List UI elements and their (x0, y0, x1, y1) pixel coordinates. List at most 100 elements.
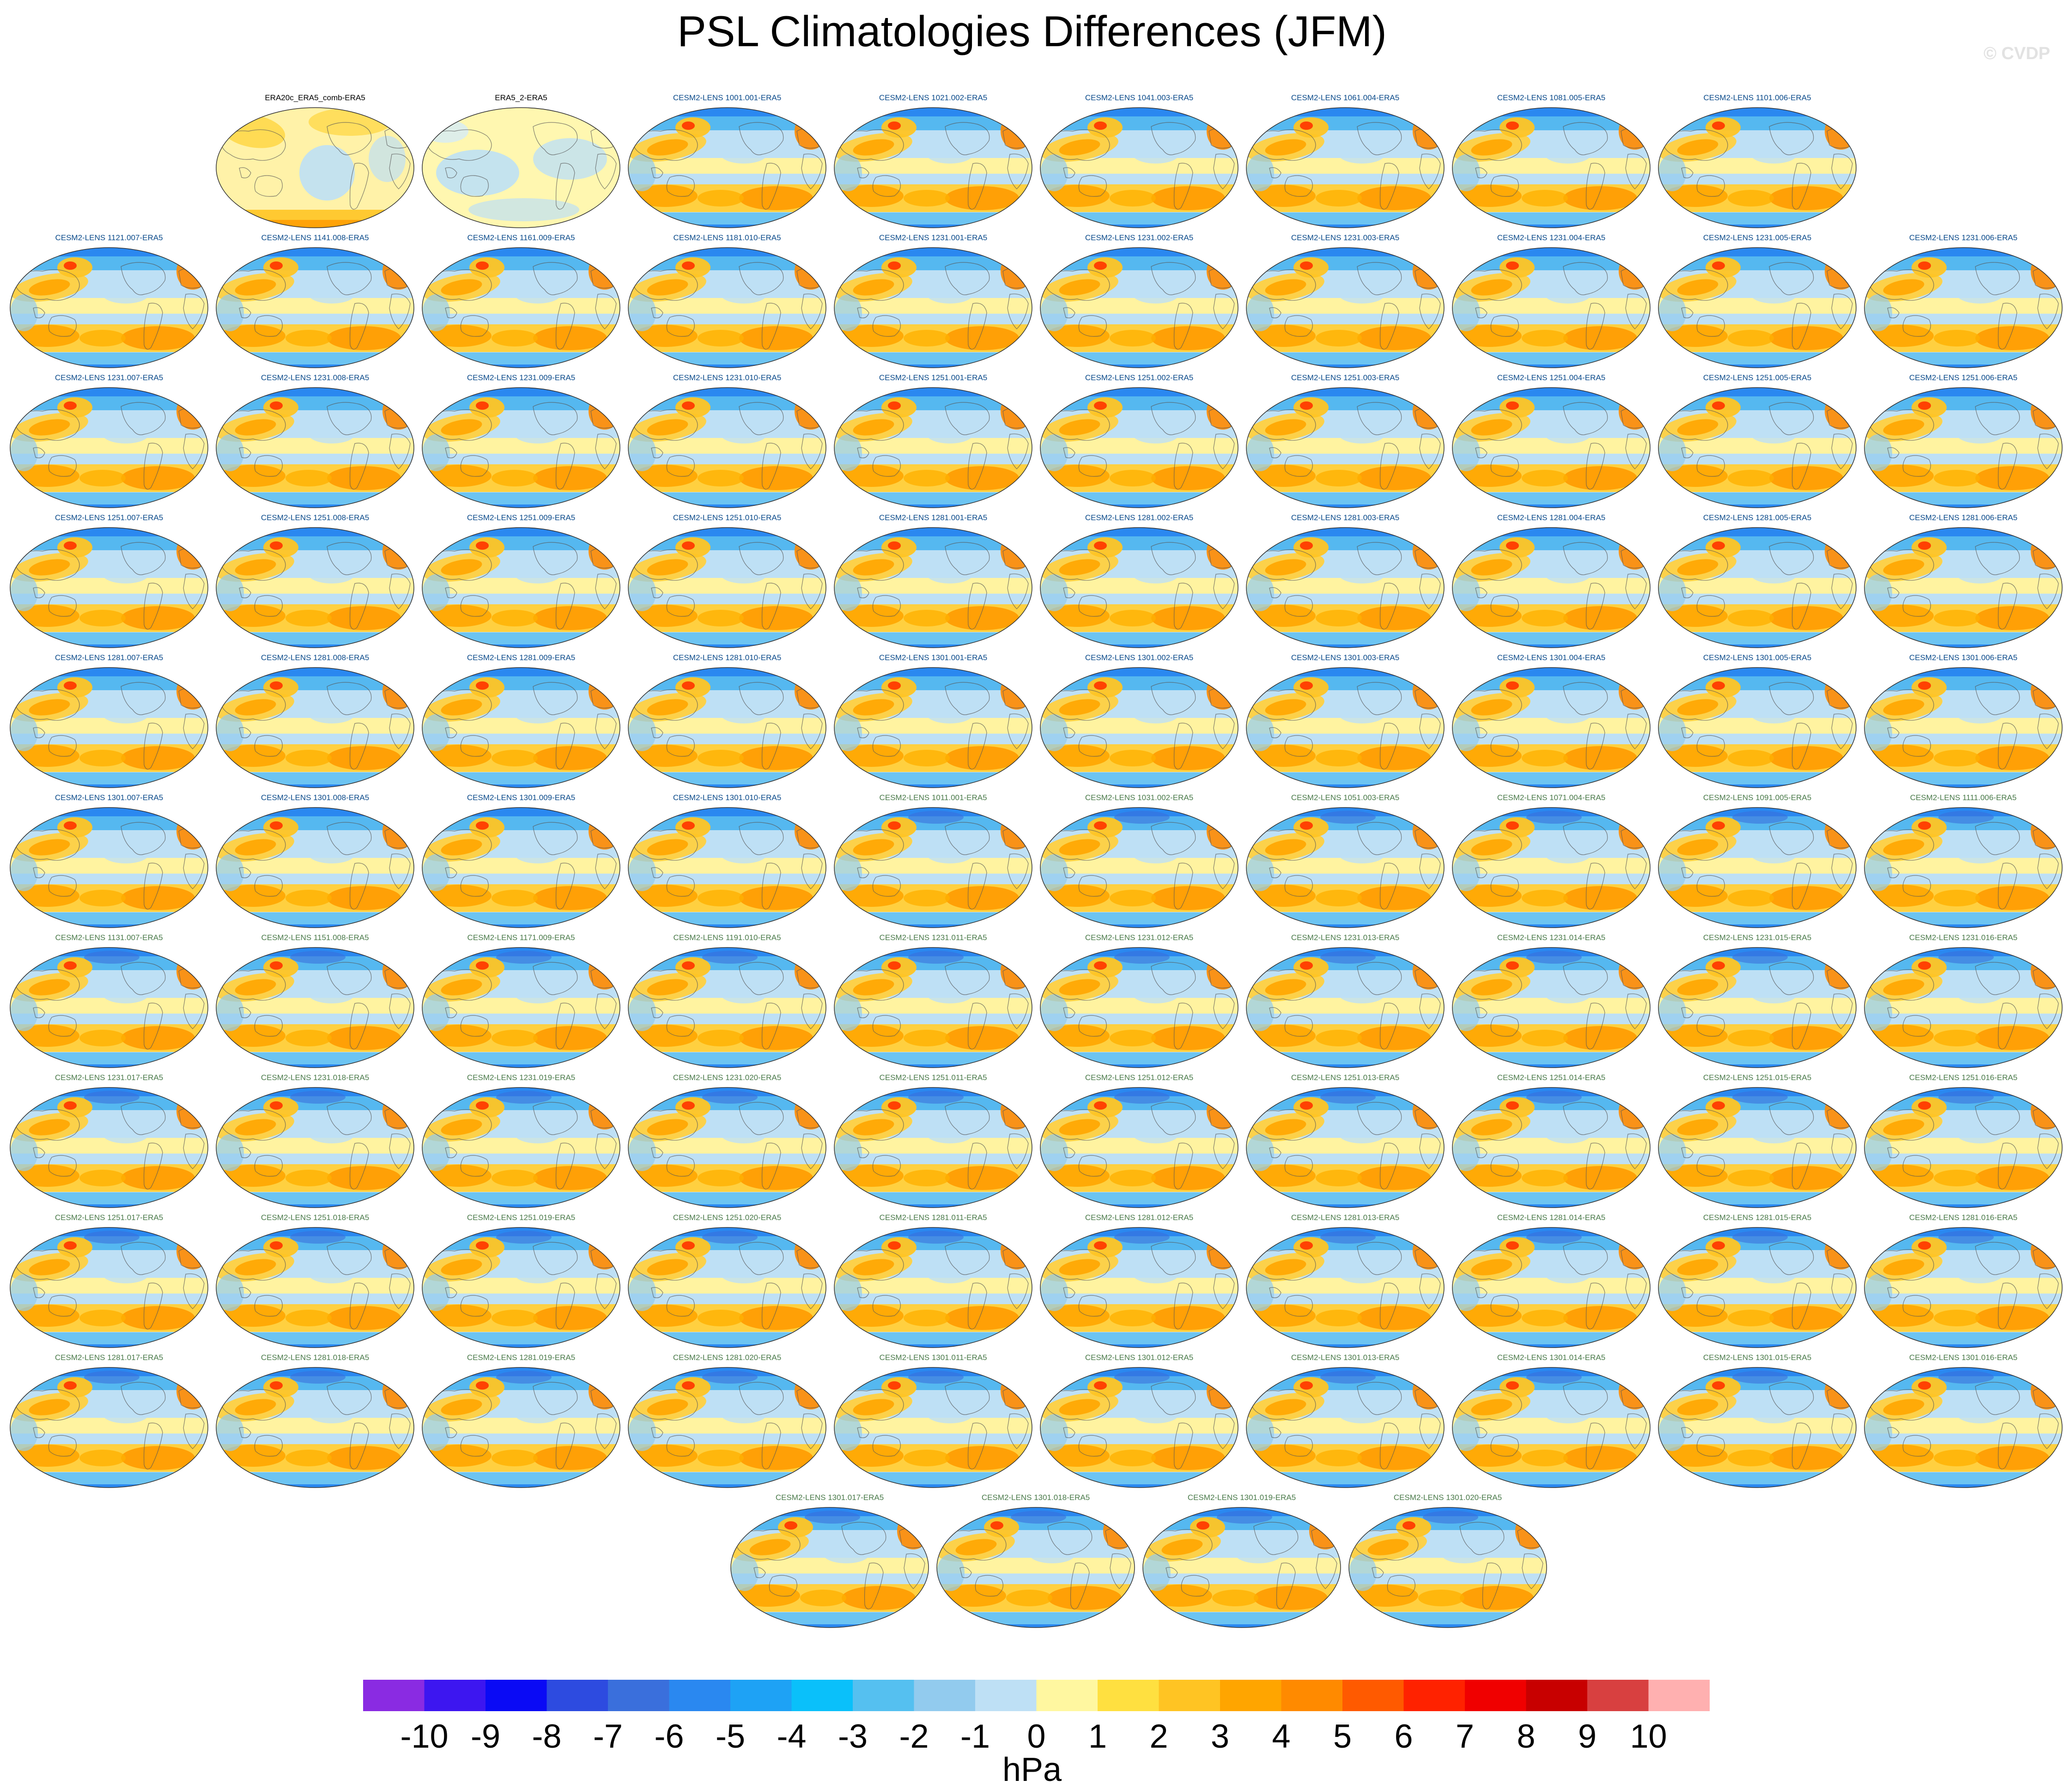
world-map-plot (10, 1367, 208, 1488)
world-map-plot (422, 247, 620, 368)
colorbar-swatch (914, 1680, 976, 1711)
colorbar-swatch (608, 1680, 669, 1711)
world-map-plot (628, 527, 826, 648)
colorbar-tick-label: -1 (960, 1718, 990, 1755)
map-panel: CESM2-LENS 1301.003-ERA5 (1242, 653, 1449, 792)
panel-title: CESM2-LENS 1301.016-ERA5 (1909, 1353, 2018, 1362)
panel-title: CESM2-LENS 1251.009-ERA5 (467, 513, 576, 522)
panel-title: CESM2-LENS 1231.019-ERA5 (467, 1073, 576, 1082)
colorbar-tick-label: 5 (1333, 1718, 1352, 1755)
colorbar-swatch (1342, 1680, 1404, 1711)
panel-title: CESM2-LENS 1281.007-ERA5 (55, 653, 164, 662)
map-panel: CESM2-LENS 1231.006-ERA5 (1860, 233, 2064, 372)
map-panel: CESM2-LENS 1301.018-ERA5 (932, 1493, 1139, 1632)
panel-title: CESM2-LENS 1251.015-ERA5 (1703, 1073, 1812, 1082)
map-panel: CESM2-LENS 1251.019-ERA5 (418, 1213, 625, 1352)
map-panel: CESM2-LENS 1231.020-ERA5 (624, 1073, 831, 1212)
panel-title: CESM2-LENS 1281.008-ERA5 (261, 653, 370, 662)
map-panel: CESM2-LENS 1251.015-ERA5 (1654, 1073, 1861, 1212)
colorbar-swatch (669, 1680, 731, 1711)
panel-title: CESM2-LENS 1281.006-ERA5 (1909, 513, 2018, 522)
world-map-plot (1246, 247, 1445, 368)
panel-title: ERA5_2-ERA5 (495, 93, 547, 102)
panel-title: CESM2-LENS 1301.020-ERA5 (1393, 1493, 1502, 1502)
panel-title: CESM2-LENS 1111.006-ERA5 (1910, 793, 2017, 802)
map-panel: CESM2-LENS 1081.005-ERA5 (1448, 93, 1655, 232)
colorbar-units: hPa (1002, 1751, 1062, 1788)
world-map-plot (216, 1367, 414, 1488)
world-map-plot (422, 1227, 620, 1348)
world-map-plot (216, 947, 414, 1068)
world-map-plot (1452, 387, 1651, 508)
world-map-plot (1246, 527, 1445, 648)
map-panel: CESM2-LENS 1251.018-ERA5 (212, 1213, 419, 1352)
colorbar-swatch (791, 1680, 853, 1711)
panel-title: CESM2-LENS 1251.004-ERA5 (1497, 373, 1606, 382)
panel-title: CESM2-LENS 1251.005-ERA5 (1703, 373, 1812, 382)
map-panel: CESM2-LENS 1301.012-ERA5 (1036, 1353, 1243, 1492)
world-map-plot (1040, 667, 1238, 788)
map-panel: CESM2-LENS 1301.005-ERA5 (1654, 653, 1861, 792)
map-panel: ERA5_2-ERA5 (418, 93, 625, 232)
panel-title: CESM2-LENS 1171.009-ERA5 (467, 933, 575, 942)
world-map-plot (422, 1367, 620, 1488)
world-map-plot (1452, 807, 1651, 928)
panel-title: CESM2-LENS 1251.014-ERA5 (1497, 1073, 1606, 1082)
map-panel: CESM2-LENS 1281.017-ERA5 (6, 1353, 212, 1492)
world-map-plot (1452, 247, 1651, 368)
world-map-plot (628, 247, 826, 368)
colorbar-tick-label: -4 (777, 1718, 807, 1755)
panel-title: CESM2-LENS 1251.016-ERA5 (1909, 1073, 2018, 1082)
panel-title: CESM2-LENS 1231.020-ERA5 (673, 1073, 782, 1082)
map-panel: CESM2-LENS 1101.006-ERA5 (1654, 93, 1861, 232)
world-map-plot (422, 107, 620, 228)
panel-title: CESM2-LENS 1301.012-ERA5 (1085, 1353, 1194, 1362)
world-map-plot (1658, 947, 1857, 1068)
world-map-plot (10, 527, 208, 648)
world-map-plot (1864, 1227, 2063, 1348)
colorbar-tick-label: 0 (1027, 1718, 1046, 1755)
panel-title: CESM2-LENS 1301.003-ERA5 (1291, 653, 1400, 662)
colorbar-tick-label: -6 (654, 1718, 684, 1755)
map-panel: CESM2-LENS 1181.010-ERA5 (624, 233, 831, 372)
panel-title: CESM2-LENS 1071.004-ERA5 (1497, 793, 1606, 802)
colorbar-tick-label: 3 (1210, 1718, 1230, 1755)
colorbar-tick-label: 2 (1149, 1718, 1168, 1755)
colorbar-tick-labels: -10 -9 -8 -7 -6 -5 -4 -3 -2 -1 0 1 2 3 4 5 6 7 8 9 10 (0, 1718, 2064, 1755)
map-panel: CESM2-LENS 1231.001-ERA5 (830, 233, 1037, 372)
world-map-plot (1864, 1367, 2063, 1488)
colorbar-swatch (1159, 1680, 1220, 1711)
map-panel: CESM2-LENS 1301.015-ERA5 (1654, 1353, 1861, 1492)
panel-title: CESM2-LENS 1251.011-ERA5 (879, 1073, 987, 1082)
world-map-plot (1864, 247, 2063, 368)
world-map-plot (1658, 527, 1857, 648)
panel-title: CESM2-LENS 1281.018-ERA5 (261, 1353, 370, 1362)
map-panel: CESM2-LENS 1001.001-ERA5 (624, 93, 831, 232)
colorbar-swatch (1648, 1680, 1710, 1711)
panel-title: CESM2-LENS 1231.006-ERA5 (1909, 233, 2018, 242)
world-map-plot (422, 387, 620, 508)
world-map-plot (834, 1367, 1032, 1488)
map-panel: CESM2-LENS 1281.013-ERA5 (1242, 1213, 1449, 1352)
map-panel: CESM2-LENS 1161.009-ERA5 (418, 233, 625, 372)
panel-title: CESM2-LENS 1191.010-ERA5 (673, 933, 781, 942)
panel-title: CESM2-LENS 1151.008-ERA5 (261, 933, 369, 942)
world-map-plot (216, 387, 414, 508)
world-map-plot (422, 1087, 620, 1208)
map-panel: CESM2-LENS 1191.010-ERA5 (624, 933, 831, 1072)
panel-title: CESM2-LENS 1231.015-ERA5 (1703, 933, 1812, 942)
world-map-plot (834, 527, 1032, 648)
panel-title: CESM2-LENS 1281.014-ERA5 (1497, 1213, 1606, 1222)
colorbar-tick-label: 8 (1517, 1718, 1536, 1755)
map-panel: CESM2-LENS 1301.016-ERA5 (1860, 1353, 2064, 1492)
map-panel: CESM2-LENS 1151.008-ERA5 (212, 933, 419, 1072)
map-panel: CESM2-LENS 1251.020-ERA5 (624, 1213, 831, 1352)
map-panel: CESM2-LENS 1231.018-ERA5 (212, 1073, 419, 1212)
map-panel: CESM2-LENS 1231.014-ERA5 (1448, 933, 1655, 1072)
world-map-plot (1452, 667, 1651, 788)
world-map-plot (1040, 947, 1238, 1068)
world-map-plot (10, 667, 208, 788)
colorbar-tick-label: 9 (1578, 1718, 1597, 1755)
world-map-plot (422, 667, 620, 788)
colorbar-swatch (1036, 1680, 1098, 1711)
